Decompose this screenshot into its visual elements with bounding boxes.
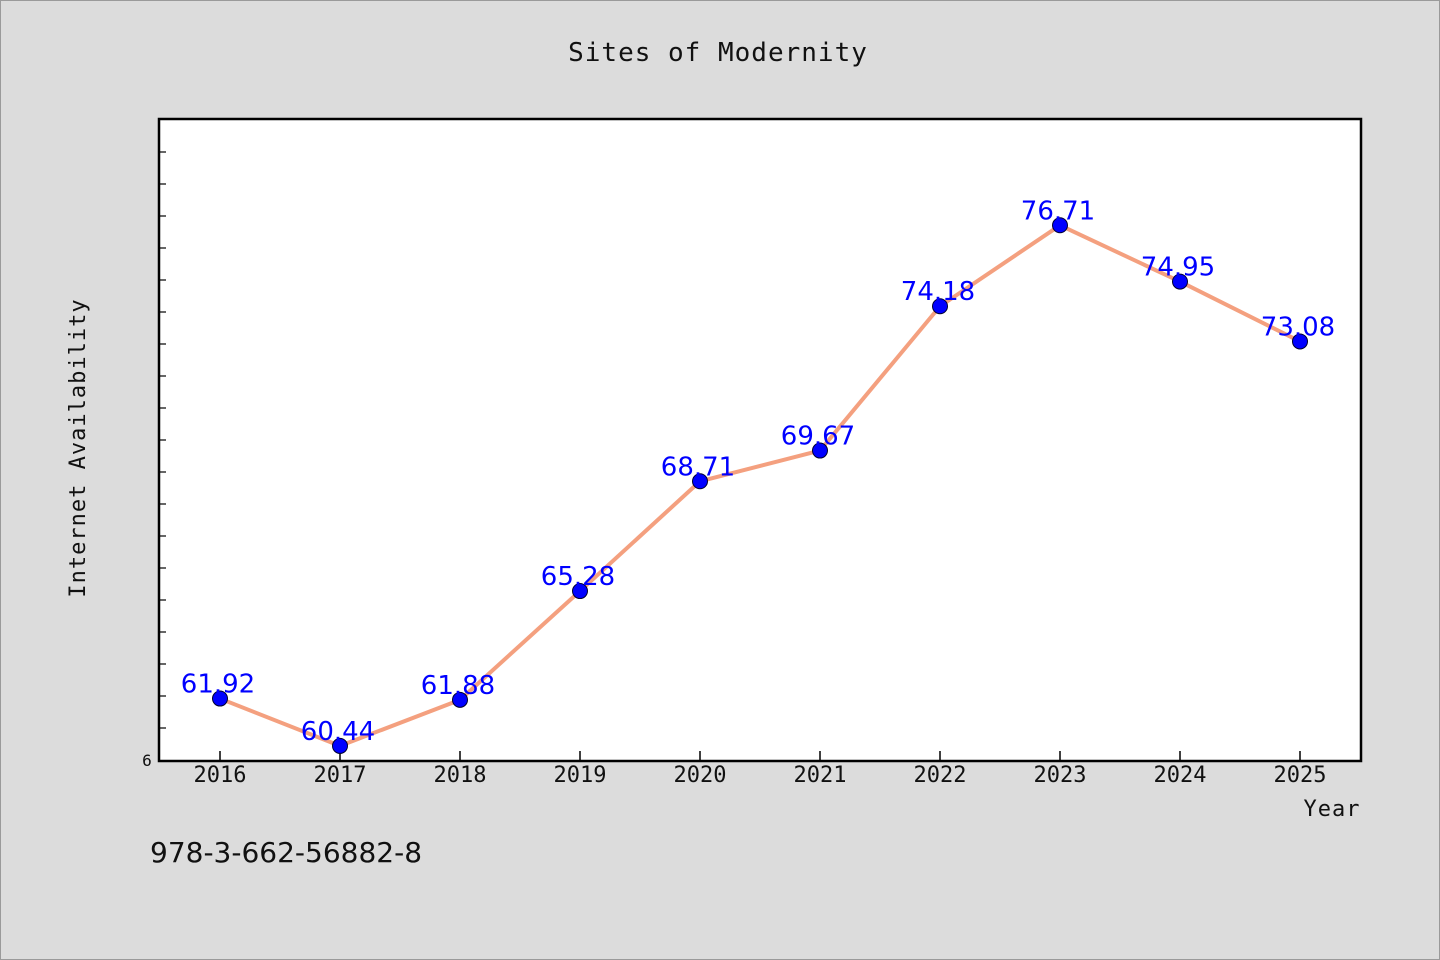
x-tick-label: 2021	[794, 763, 847, 788]
data-point	[1052, 217, 1068, 234]
y-axis-label: Internet Availability	[66, 298, 91, 597]
x-tick-label: 2022	[914, 763, 967, 788]
y-axis-min-label: 6	[142, 751, 152, 770]
x-tick-label: 2019	[554, 763, 607, 788]
x-tick-label: 2017	[314, 763, 367, 788]
data-label: 61.92	[181, 670, 255, 700]
x-axis-ticks: 2016 2017 2018 2019 2020 2021 2022 2023 2024 2025	[194, 751, 1327, 788]
data-label: 74.95	[1141, 253, 1215, 283]
series-line	[219, 223, 1301, 748]
data-point	[812, 442, 828, 459]
data-label: 65.28	[541, 562, 615, 592]
data-label: 68.71	[661, 452, 735, 482]
x-tick-label: 2025	[1274, 763, 1327, 788]
data-point	[692, 473, 708, 490]
data-label: 69.67	[781, 422, 855, 452]
data-label: 76.71	[1021, 196, 1095, 226]
series-markers	[212, 217, 1308, 754]
data-label: 73.08	[1261, 312, 1335, 342]
data-point	[1172, 273, 1188, 290]
data-point	[572, 583, 588, 600]
data-point	[452, 691, 468, 708]
data-labels: 61.92 60.44 61.88 65.28 68.71 69.67 74.18 76.71…	[181, 196, 1335, 747]
x-tick-label: 2020	[674, 763, 727, 788]
x-tick-label: 2024	[1154, 763, 1207, 788]
x-tick-label: 2018	[434, 763, 487, 788]
data-point	[212, 690, 228, 707]
data-label: 74.18	[901, 277, 975, 307]
isbn-code: 978-3-662-56882-8	[150, 836, 422, 869]
plot-area	[157, 117, 1363, 763]
data-label: 61.88	[421, 671, 495, 701]
data-point	[1292, 333, 1308, 350]
x-tick-label: 2016	[194, 763, 247, 788]
data-point	[932, 298, 948, 315]
data-label: 60.44	[301, 717, 375, 747]
x-axis-label: Year	[1304, 797, 1361, 822]
data-point	[332, 737, 348, 754]
x-tick-label: 2023	[1034, 763, 1087, 788]
chart-title: Sites of Modernity	[568, 38, 868, 68]
y-axis-ticks	[159, 151, 166, 729]
